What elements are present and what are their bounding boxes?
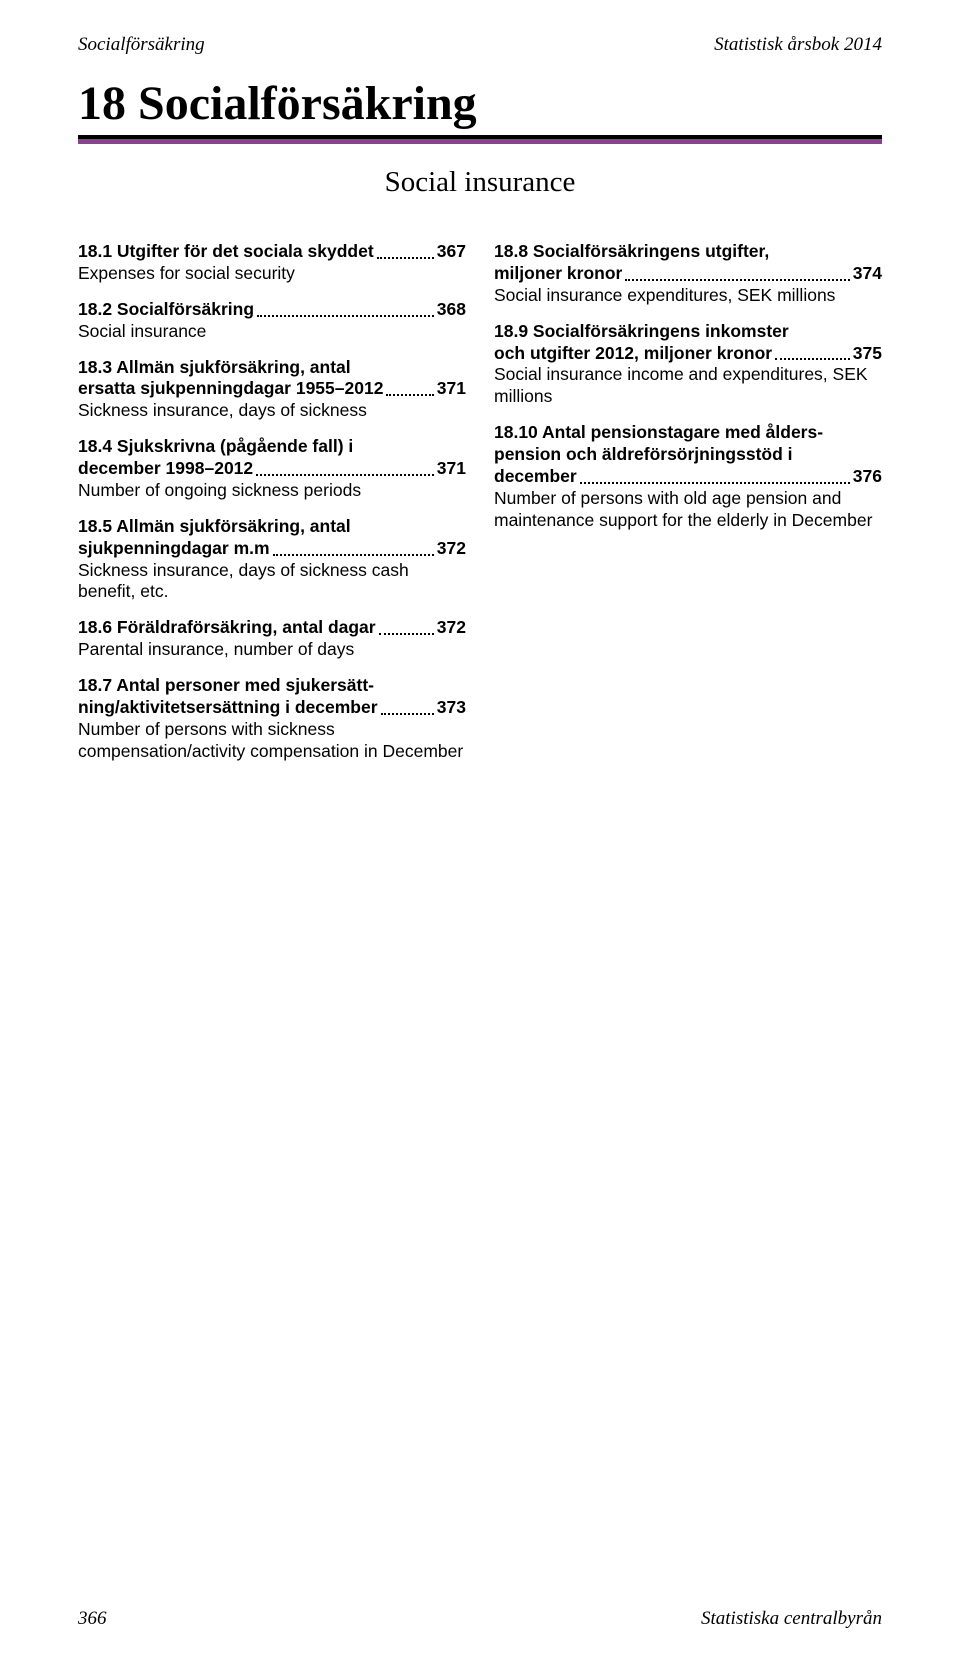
- toc-column-left: 18.1 Utgifter för det sociala skyddet 367…: [78, 241, 466, 777]
- toc-entry-title-line: 18.9 Socialförsäkringens inkomster: [494, 321, 882, 343]
- footer-page-number: 366: [78, 1608, 107, 1630]
- header-right: Statistisk årsbok 2014: [714, 34, 882, 56]
- toc-dot-leader: [625, 265, 849, 281]
- toc-entry-title-row: miljoner kronor 374: [494, 263, 882, 285]
- toc-entry-page: 373: [437, 697, 466, 719]
- toc-entry-page: 371: [437, 378, 466, 400]
- toc-entry-description: Sickness insurance, days of sickness: [78, 400, 466, 422]
- toc-entry-description: Number of ongoing sickness periods: [78, 480, 466, 502]
- toc-column-right: 18.8 Socialförsäkringens utgifter,miljon…: [494, 241, 882, 777]
- footer: 366 Statistiska centralbyrån: [78, 1608, 882, 1630]
- toc-entry-page: 371: [437, 458, 466, 480]
- page: Socialförsäkring Statistisk årsbok 2014 …: [0, 0, 960, 1668]
- toc-entry-title-line: 18.4 Sjukskrivna (pågående fall) i: [78, 436, 466, 458]
- toc-entry-page: 376: [853, 466, 882, 488]
- toc-entry-title: december 1998–2012: [78, 458, 253, 480]
- title-rule-accent: [78, 139, 882, 144]
- toc-entry: 18.8 Socialförsäkringens utgifter,miljon…: [494, 241, 882, 307]
- chapter-subtitle: Social insurance: [78, 166, 882, 199]
- toc-dot-leader: [386, 381, 433, 397]
- toc-entry-title-row: 18.1 Utgifter för det sociala skyddet 367: [78, 241, 466, 263]
- toc-entry-title-line: 18.3 Allmän sjukförsäkring, antal: [78, 357, 466, 379]
- toc-entry-title-row: 18.6 Föräldraförsäkring, antal dagar 372: [78, 617, 466, 639]
- toc-dot-leader: [273, 540, 434, 556]
- toc-entry-description: Expenses for social security: [78, 263, 466, 285]
- toc-entry-title: sjukpenningdagar m.m: [78, 538, 270, 560]
- toc-entry-title: och utgifter 2012, miljoner kronor: [494, 343, 772, 365]
- toc-entry: 18.7 Antal personer med sjukersätt-ning/…: [78, 675, 466, 763]
- toc-entry-description: Sickness insurance, days of sickness cas…: [78, 560, 466, 604]
- toc-entry: 18.2 Socialförsäkring 368Social insurance: [78, 299, 466, 343]
- toc-entry-page: 375: [853, 343, 882, 365]
- toc-dot-leader: [256, 460, 434, 476]
- header-left: Socialförsäkring: [78, 34, 205, 56]
- toc-entry: 18.9 Socialförsäkringens inkomsteroch ut…: [494, 321, 882, 409]
- chapter-title: 18 Socialförsäkring: [78, 76, 882, 131]
- toc-dot-leader: [257, 301, 434, 317]
- toc-columns: 18.1 Utgifter för det sociala skyddet 367…: [78, 241, 882, 777]
- toc-dot-leader: [381, 699, 434, 715]
- toc-entry: 18.10 Antal pensionstagare med ålders-pe…: [494, 422, 882, 531]
- toc-entry-description: Number of persons with sickness compensa…: [78, 719, 466, 763]
- toc-dot-leader: [379, 619, 434, 635]
- toc-entry-page: 368: [437, 299, 466, 321]
- toc-entry-title-row: ning/aktivitetsersättning i december 373: [78, 697, 466, 719]
- toc-entry-description: Number of persons with old age pension a…: [494, 488, 882, 532]
- toc-entry-title-line: pension och äldreförsörjningsstöd i: [494, 444, 882, 466]
- toc-entry-description: Social insurance expenditures, SEK milli…: [494, 285, 882, 307]
- running-header: Socialförsäkring Statistisk årsbok 2014: [78, 34, 882, 56]
- toc-entry-title: ersatta sjukpenningdagar 1955–2012: [78, 378, 383, 400]
- toc-entry-title: 18.1 Utgifter för det sociala skyddet: [78, 241, 374, 263]
- toc-dot-leader: [775, 345, 850, 361]
- toc-entry-page: 372: [437, 538, 466, 560]
- toc-entry-title: ning/aktivitetsersättning i december: [78, 697, 378, 719]
- toc-entry: 18.4 Sjukskrivna (pågående fall) idecemb…: [78, 436, 466, 502]
- toc-entry-page: 374: [853, 263, 882, 285]
- toc-entry-title-line: 18.5 Allmän sjukförsäkring, antal: [78, 516, 466, 538]
- toc-entry-description: Social insurance income and expenditures…: [494, 364, 882, 408]
- toc-entry: 18.5 Allmän sjukförsäkring, antalsjukpen…: [78, 516, 466, 604]
- toc-entry-title-line: 18.8 Socialförsäkringens utgifter,: [494, 241, 882, 263]
- toc-entry-title: december: [494, 466, 577, 488]
- toc-entry-title: 18.6 Föräldraförsäkring, antal dagar: [78, 617, 376, 639]
- toc-entry: 18.3 Allmän sjukförsäkring, antalersatta…: [78, 357, 466, 423]
- toc-entry-title-row: ersatta sjukpenningdagar 1955–2012 371: [78, 378, 466, 400]
- toc-entry-page: 372: [437, 617, 466, 639]
- toc-entry: 18.6 Föräldraförsäkring, antal dagar 372P…: [78, 617, 466, 661]
- toc-entry-description: Parental insurance, number of days: [78, 639, 466, 661]
- toc-entry-title-row: december 1998–2012 371: [78, 458, 466, 480]
- toc-entry-title-row: 18.2 Socialförsäkring 368: [78, 299, 466, 321]
- toc-entry-title-line: 18.10 Antal pensionstagare med ålders-: [494, 422, 882, 444]
- toc-entry-title-row: och utgifter 2012, miljoner kronor 375: [494, 343, 882, 365]
- toc-dot-leader: [377, 243, 434, 259]
- footer-publisher: Statistiska centralbyrån: [701, 1608, 882, 1630]
- toc-entry-title: 18.2 Socialförsäkring: [78, 299, 254, 321]
- toc-entry-title-row: sjukpenningdagar m.m 372: [78, 538, 466, 560]
- toc-entry-title-row: december 376: [494, 466, 882, 488]
- toc-entry-page: 367: [437, 241, 466, 263]
- toc-entry-description: Social insurance: [78, 321, 466, 343]
- toc-entry-title: miljoner kronor: [494, 263, 622, 285]
- toc-entry-title-line: 18.7 Antal personer med sjukersätt-: [78, 675, 466, 697]
- toc-entry: 18.1 Utgifter för det sociala skyddet 367…: [78, 241, 466, 285]
- toc-dot-leader: [580, 468, 850, 484]
